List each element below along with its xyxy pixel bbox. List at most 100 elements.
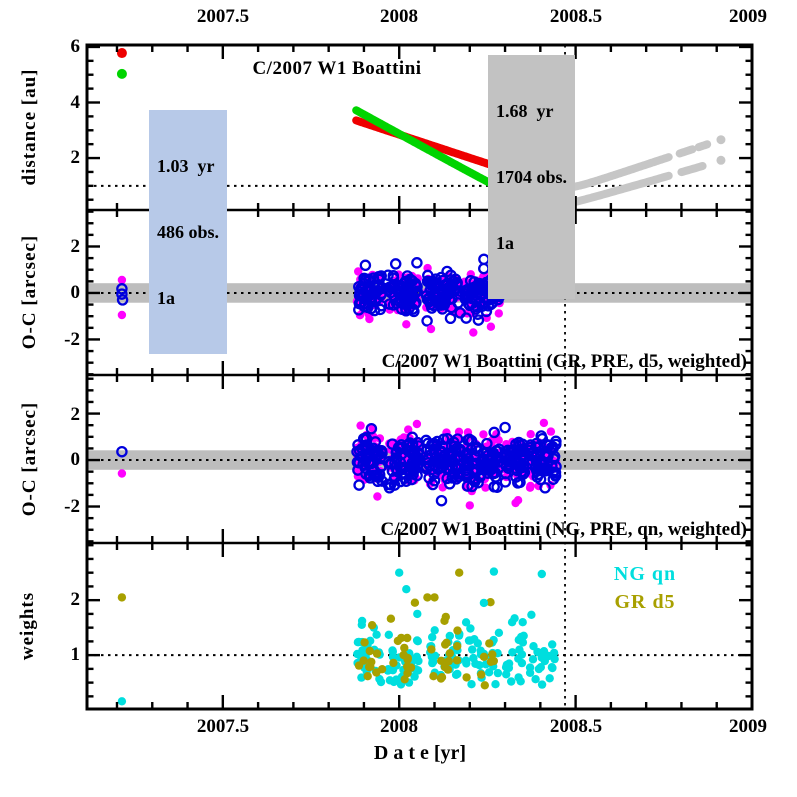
data-point <box>507 618 517 627</box>
data-point <box>514 476 526 489</box>
y-tick-label: 2 <box>70 147 81 168</box>
data-point <box>485 639 494 648</box>
data-point <box>117 310 127 320</box>
data-point <box>461 480 474 492</box>
data-point <box>539 418 549 428</box>
y-axis-title-oc-ng: O-C [arcsec] <box>19 401 40 517</box>
data-point <box>469 328 478 337</box>
curve-end-dot <box>716 155 726 165</box>
data-point <box>463 289 475 302</box>
data-point <box>389 258 402 270</box>
x-tick-label-top: 2007.5 <box>196 6 250 27</box>
data-point <box>507 677 516 686</box>
data-point <box>481 483 490 492</box>
data-point <box>430 593 439 602</box>
data-point <box>469 473 482 485</box>
data-point <box>373 492 382 501</box>
data-point <box>486 322 496 331</box>
data-point <box>479 598 489 608</box>
data-point <box>390 452 402 464</box>
data-point <box>502 670 511 679</box>
data-point <box>472 445 484 457</box>
data-point <box>365 302 377 315</box>
data-point <box>524 439 537 451</box>
x-tick-label-bottom: 2007.5 <box>196 716 250 737</box>
data-point <box>499 421 511 434</box>
data-point <box>375 289 387 301</box>
data-point <box>517 650 527 659</box>
data-point <box>413 609 422 619</box>
annotation-line: 1.68 yr <box>496 101 554 121</box>
legend-ng-qn: NG qn <box>613 563 677 585</box>
data-point <box>404 273 417 286</box>
data-point <box>542 450 554 462</box>
data-point <box>403 655 412 664</box>
data-point <box>479 430 488 439</box>
data-point <box>404 663 413 672</box>
data-point <box>530 441 542 453</box>
data-point <box>359 259 372 272</box>
chart-title: C/2007 W1 Boattini <box>252 58 422 79</box>
data-point <box>353 638 363 647</box>
data-point <box>406 438 419 451</box>
y-tick-label: 4 <box>70 92 81 113</box>
data-point <box>536 663 545 672</box>
annotation-line: 1.03 yr <box>157 156 215 176</box>
data-point <box>395 568 404 577</box>
data-point <box>465 292 478 305</box>
data-point <box>437 656 446 665</box>
data-point <box>486 598 495 607</box>
data-point <box>502 660 511 670</box>
data-point <box>395 442 407 455</box>
data-point <box>372 630 381 639</box>
geo-curve-segment <box>568 171 673 207</box>
data-point <box>422 452 434 465</box>
data-point <box>435 494 448 507</box>
data-point <box>412 636 422 645</box>
data-point <box>393 636 403 646</box>
data-point <box>479 652 489 661</box>
y-tick-label: -2 <box>64 329 80 350</box>
data-point <box>360 273 372 286</box>
data-point <box>404 425 413 434</box>
data-point <box>441 265 453 278</box>
early-observation-dot <box>116 68 127 79</box>
data-point <box>365 314 374 324</box>
data-point <box>529 642 538 651</box>
data-point <box>389 658 398 668</box>
data-point <box>461 618 471 627</box>
data-point <box>480 681 489 690</box>
data-point <box>507 445 520 458</box>
data-point <box>400 643 409 653</box>
data-point <box>411 257 423 269</box>
data-point <box>476 300 488 312</box>
data-point <box>528 655 538 664</box>
data-point <box>372 475 384 488</box>
data-point <box>488 426 500 439</box>
data-point <box>525 668 535 677</box>
data-point <box>451 670 461 679</box>
data-point <box>403 633 412 643</box>
curve-end-dot <box>716 135 726 145</box>
annotation-box-short-arc: 1.03 yr 486 obs. 1a <box>149 110 228 354</box>
helio-curve-segment <box>352 116 499 170</box>
data-point <box>465 501 474 510</box>
data-point <box>426 324 436 334</box>
data-point <box>428 443 440 456</box>
data-point <box>376 677 386 687</box>
data-point <box>515 466 528 478</box>
annotation-line: 1a <box>157 288 175 308</box>
data-point <box>480 458 492 471</box>
data-point <box>537 653 546 662</box>
data-point <box>530 455 543 468</box>
oc-ng-scatter <box>116 418 562 510</box>
data-point <box>455 568 464 577</box>
data-point <box>410 451 423 463</box>
data-point <box>363 672 372 681</box>
data-point <box>351 456 364 468</box>
geo-curve-segment <box>677 162 707 177</box>
data-point <box>116 294 129 306</box>
data-point <box>403 302 415 315</box>
data-point <box>356 421 365 430</box>
data-point <box>116 283 128 295</box>
